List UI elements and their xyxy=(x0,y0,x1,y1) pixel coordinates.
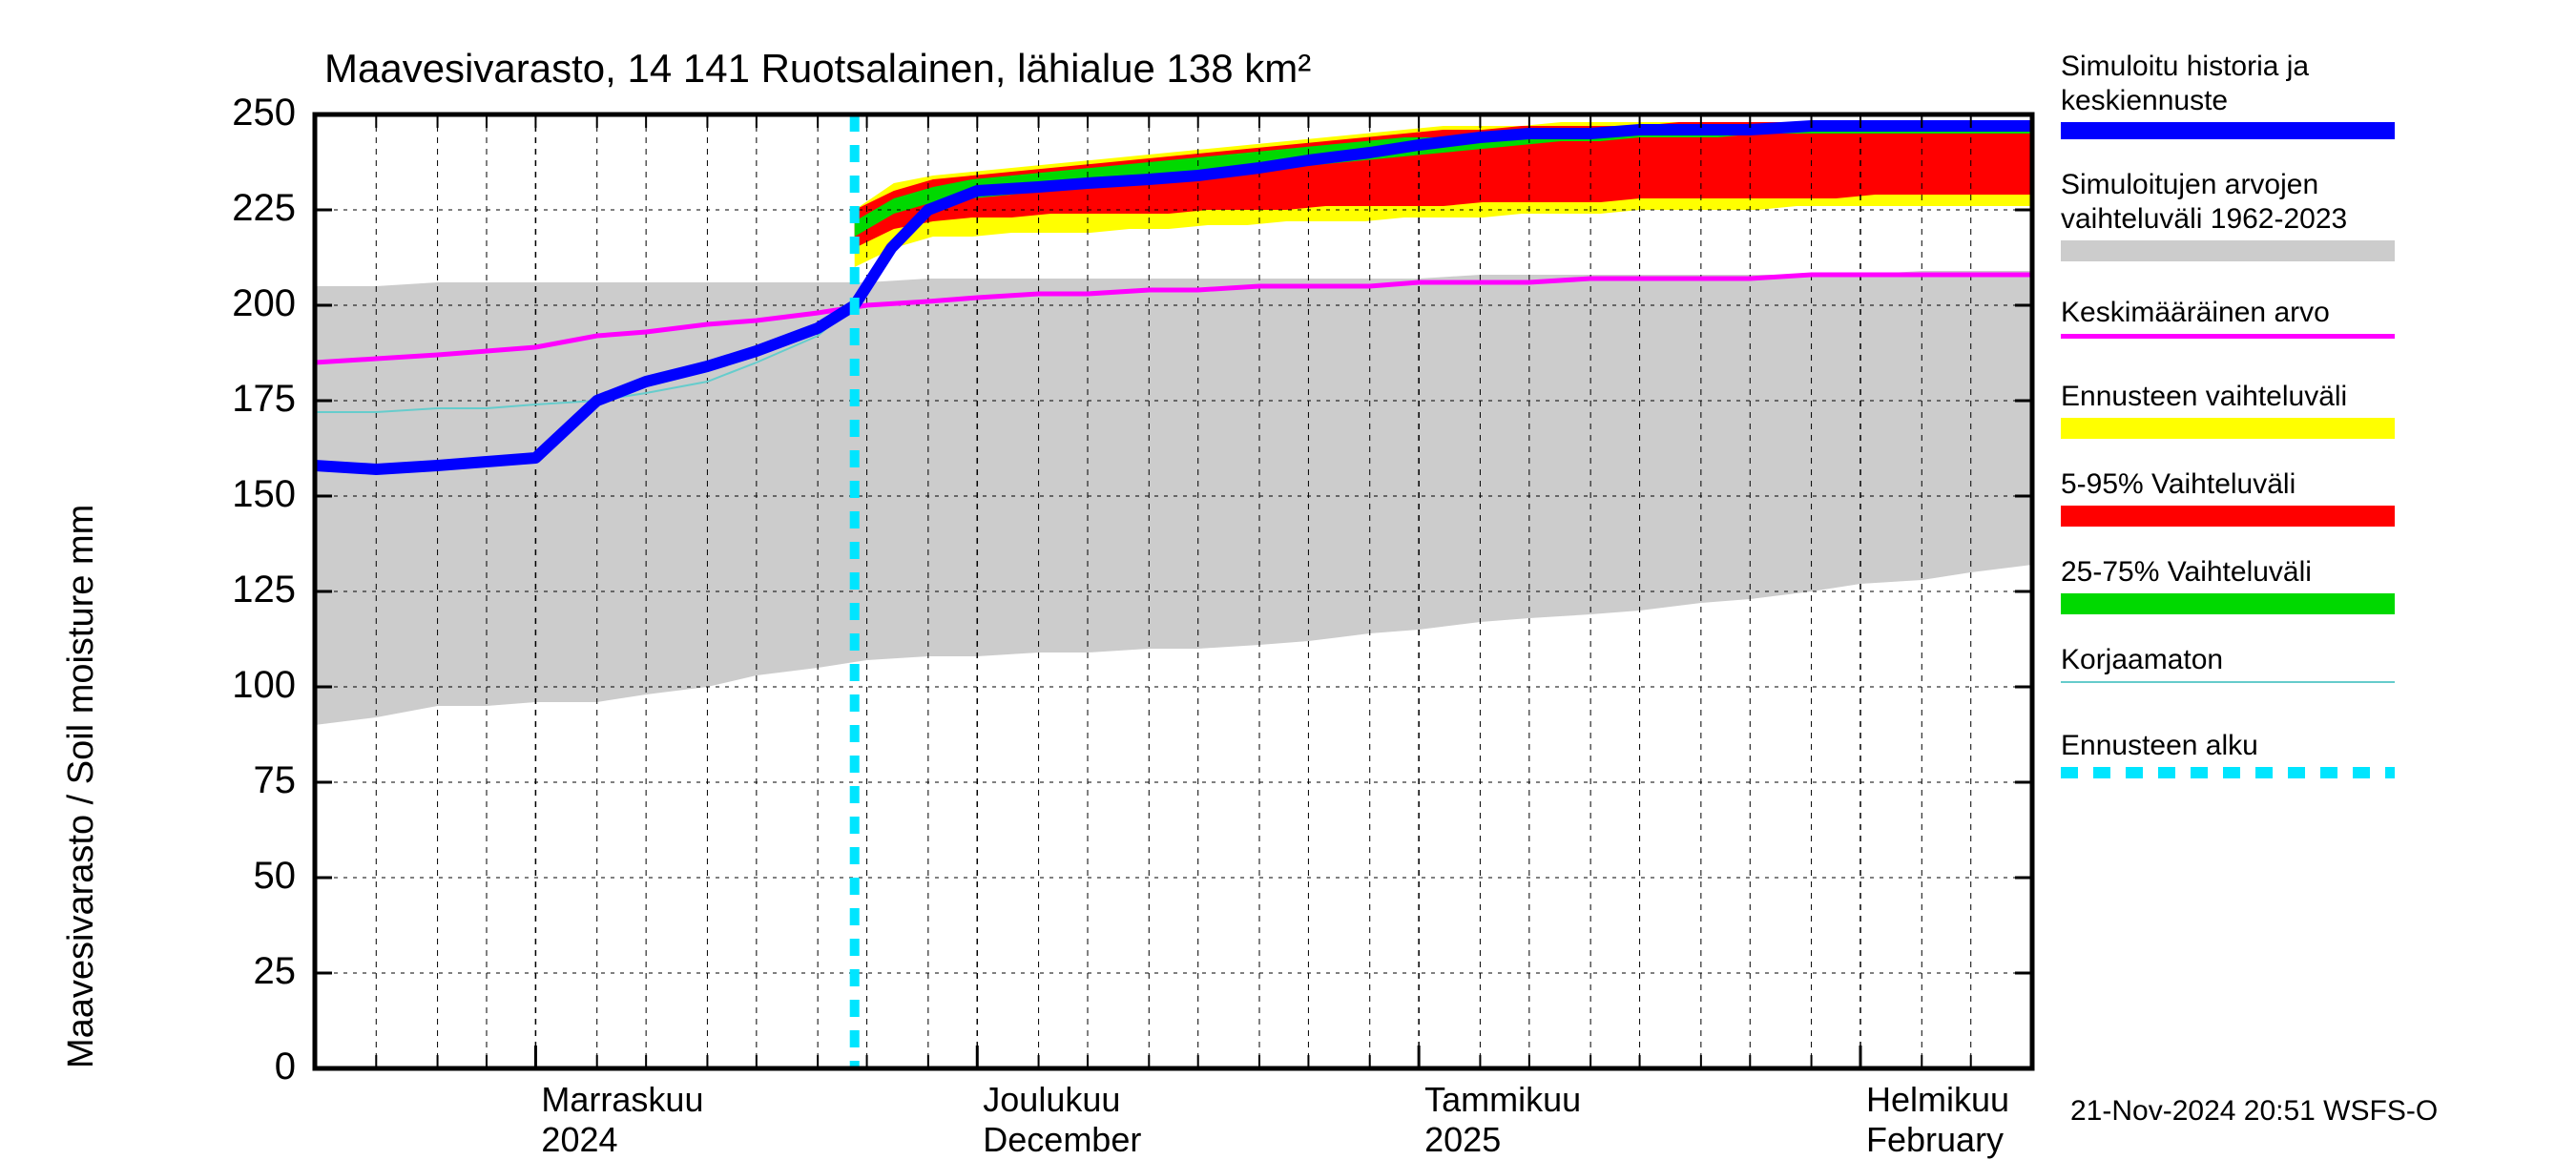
y-tick-label: 50 xyxy=(200,855,296,898)
y-tick-label: 125 xyxy=(200,569,296,611)
legend-line-thin xyxy=(2061,681,2395,683)
x-tick-label-sub: 2025 xyxy=(1424,1120,1501,1160)
legend-label: 5-95% Vaihteluväli xyxy=(2061,467,2296,502)
chart-container: Maavesivarasto, 14 141 Ruotsalainen, läh… xyxy=(0,0,2576,1145)
y-tick-label: 0 xyxy=(200,1046,296,1088)
legend-label: Ennusteen alku xyxy=(2061,729,2258,763)
legend-label: vaihteluväli 1962-2023 xyxy=(2061,202,2347,237)
legend-label: Korjaamaton xyxy=(2061,643,2223,677)
x-tick-label: Joulukuu xyxy=(983,1080,1120,1120)
legend-label: 25-75% Vaihteluväli xyxy=(2061,555,2312,590)
y-tick-label: 75 xyxy=(200,759,296,802)
legend-label: Simuloitujen arvojen xyxy=(2061,168,2318,202)
plot-area xyxy=(311,111,2036,1072)
y-tick-label: 250 xyxy=(200,92,296,135)
y-axis-label: Maavesivarasto / Soil moisture mm xyxy=(61,505,102,1068)
legend-line xyxy=(2061,334,2395,339)
legend-swatch xyxy=(2061,240,2395,261)
legend-line-dash xyxy=(2061,767,2395,778)
x-tick-label-sub: 2024 xyxy=(541,1120,617,1160)
legend-label: keskiennuste xyxy=(2061,84,2228,118)
y-tick-label: 150 xyxy=(200,473,296,516)
chart-title: Maavesivarasto, 14 141 Ruotsalainen, läh… xyxy=(324,46,1311,92)
legend-swatch xyxy=(2061,593,2395,614)
x-tick-label-sub: February xyxy=(1866,1120,2004,1160)
legend-swatch xyxy=(2061,418,2395,439)
legend-label: Simuloitu historia ja xyxy=(2061,50,2309,84)
y-tick-label: 100 xyxy=(200,664,296,707)
legend-swatch xyxy=(2061,506,2395,527)
x-tick-label-sub: December xyxy=(983,1120,1141,1160)
legend-label: Ennusteen vaihteluväli xyxy=(2061,380,2347,414)
y-tick-label: 175 xyxy=(200,378,296,421)
y-tick-label: 200 xyxy=(200,282,296,325)
footer-timestamp: 21-Nov-2024 20:51 WSFS-O xyxy=(2070,1095,2438,1128)
legend-line-thick xyxy=(2061,122,2395,139)
x-tick-label: Helmikuu xyxy=(1866,1080,2009,1120)
x-tick-label: Marraskuu xyxy=(541,1080,703,1120)
x-tick-label: Tammikuu xyxy=(1424,1080,1581,1120)
y-tick-label: 25 xyxy=(200,950,296,993)
y-tick-label: 225 xyxy=(200,187,296,230)
legend-label: Keskimääräinen arvo xyxy=(2061,296,2330,330)
